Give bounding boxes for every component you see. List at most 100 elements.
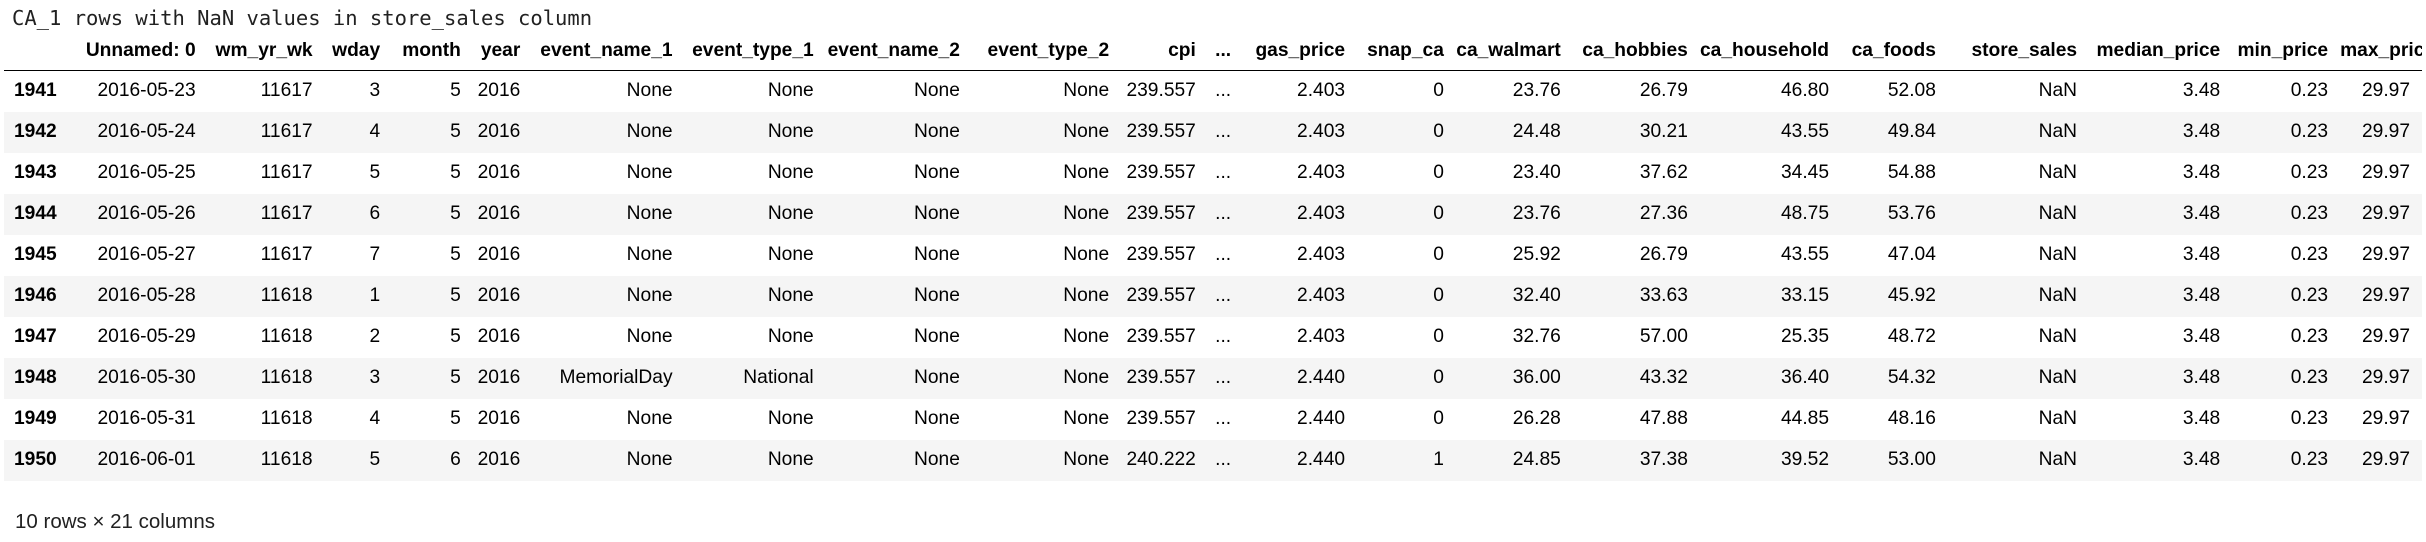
table-cell: 33.63 [1639,285,1688,306]
table-cell: 33.15 [1781,285,1830,306]
table-cell: 239.557 [1126,408,1196,429]
table-cell: 47.04 [1887,244,1936,265]
row-index: 1950 [14,449,57,470]
table-cell: 43.32 [1639,367,1688,388]
table-cell: 0.23 [2290,367,2329,388]
table-cell: 2.440 [1297,367,1346,388]
table-row: 1943 2016-05-25 11617 5 5 2016 None None None Non… [4,153,2422,194]
table-cell: 47.88 [1639,408,1688,429]
table-cell: None [914,80,960,102]
table-cell: 23.76 [1512,203,1561,224]
table-cell: 11617 [260,80,313,102]
table-cell: None [626,121,673,142]
table-cell: 239.557 [1126,367,1196,388]
table-row: 1950 2016-06-01 11618 5 6 2016 None None None Non… [4,439,2422,481]
table-cell: 11618 [260,367,313,388]
table-cell: 29.97 [2361,203,2410,224]
table-cell: NaN [2038,449,2078,470]
table-cell: 26.79 [1639,244,1688,265]
table-cell: 2016-05-23 [97,80,196,102]
table-cell: 2016 [477,408,521,429]
table-cell: None [1063,408,1110,429]
table-cell: ... [1215,367,1232,388]
table-cell: 11618 [260,408,313,429]
table-cell: 2016 [477,203,521,224]
column-header: ca_walmart [1455,32,1573,71]
table-cell: 48.75 [1781,203,1830,224]
table-cell: 4 [369,408,381,429]
column-header: year [472,32,533,71]
table-cell: None [914,203,960,224]
column-header: ... [1207,32,1244,71]
table-cell: 4 [369,121,381,142]
table-cell: 0 [1433,408,1444,429]
table-cell: 1 [1433,449,1444,470]
table-cell: 25.92 [1512,244,1561,265]
table-cell: 2016 [477,121,521,142]
table-cell: 5 [450,285,461,306]
column-header: ca_foods [1841,32,1948,71]
column-header: wday [324,32,393,71]
table-cell: None [767,162,814,183]
row-index: 1948 [14,367,57,388]
table-cell: ... [1215,162,1232,183]
table-cell: None [626,326,673,347]
table-cell: 2016-06-01 [97,449,196,470]
table-cell: ... [1215,244,1232,265]
table-cell: None [626,162,673,183]
table-cell: None [1063,203,1110,224]
table-cell: 29.97 [2361,326,2410,347]
table-cell: 43.55 [1781,121,1830,142]
table-row: 1949 2016-05-31 11618 4 5 2016 None None None Non… [4,399,2422,440]
table-cell: 2 [369,326,381,347]
table-cell: ... [1215,121,1232,142]
table-cell: ... [1215,203,1232,224]
table-cell: None [914,121,960,142]
table-cell: 239.557 [1126,162,1196,183]
table-cell: 5 [369,449,381,470]
table-cell: 5 [450,367,461,388]
row-index: 1941 [14,80,57,102]
table-cell: 36.00 [1512,367,1561,388]
table-cell: 29.97 [2361,121,2410,142]
table-cell: 37.38 [1639,449,1688,470]
table-cell: NaN [2038,244,2078,265]
table-cell: 39.52 [1781,449,1830,470]
column-header: median_price [2089,32,2233,71]
table-cell: 5 [450,162,461,183]
table-cell: 32.40 [1512,285,1561,306]
table-cell: 2.403 [1297,162,1346,183]
table-cell: 26.28 [1512,408,1561,429]
table-cell: 23.76 [1512,80,1561,102]
table-shape-summary: 10 rows × 21 columns [15,510,215,533]
table-cell: 3.48 [2182,162,2221,183]
table-cell: NaN [2038,162,2078,183]
table-cell: ... [1215,449,1232,470]
table-cell: 3.48 [2182,367,2221,388]
table-cell: 11618 [260,449,313,470]
table-row: 1942 2016-05-24 11617 4 5 2016 None None None Non… [4,111,2422,153]
table-cell: None [626,244,673,265]
table-cell: 24.85 [1512,449,1561,470]
table-cell: 25.35 [1781,326,1830,347]
table-cell: 2016 [477,449,521,470]
table-row: 1941 2016-05-23 11617 3 5 2016 None None None Non… [4,71,2422,112]
row-index: 1945 [14,244,57,265]
table-cell: None [626,408,673,429]
table-cell: None [1063,80,1110,102]
table-cell: None [767,408,814,429]
table-cell: 11618 [260,285,313,306]
table-cell: 2016 [477,80,521,102]
column-header: store_sales [1947,32,2090,71]
table-cell: 52.08 [1887,80,1936,102]
table-cell: None [914,285,960,306]
output-title: CA_1 rows with NaN values in store_sales… [12,6,593,30]
table-cell: 5 [450,203,461,224]
row-index: 1946 [14,285,57,306]
table-cell: None [1063,121,1110,142]
table-cell: 7 [369,244,381,265]
table-cell: 0.23 [2290,449,2329,470]
table-cell: 26.79 [1639,80,1688,102]
table-cell: 0.23 [2290,203,2329,224]
table-cell: 30.21 [1639,121,1688,142]
